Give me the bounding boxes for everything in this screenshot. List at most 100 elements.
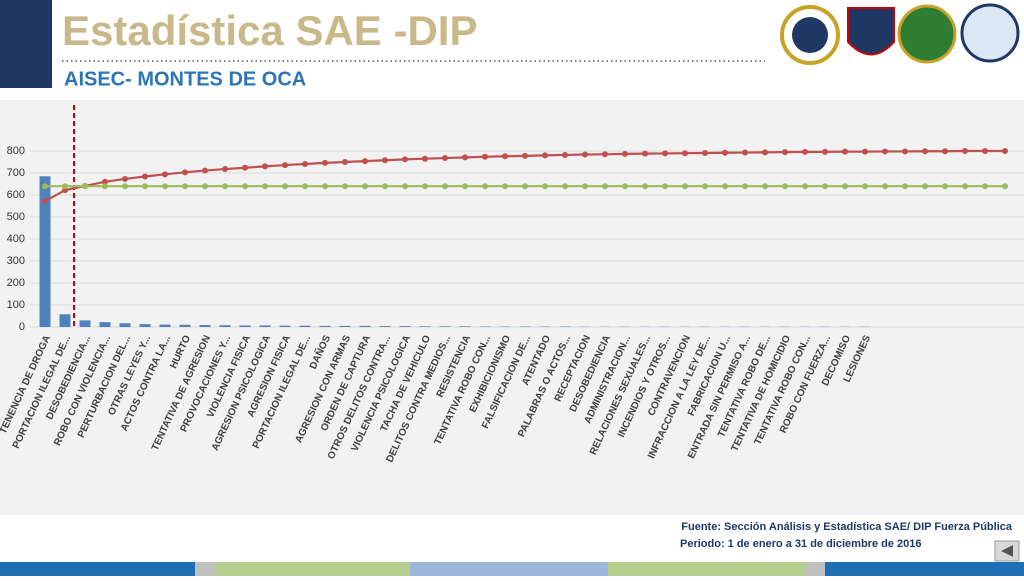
line-point: [442, 183, 448, 189]
line-point: [402, 183, 408, 189]
line-point: [402, 156, 408, 162]
line-point: [422, 183, 428, 189]
bar: [60, 314, 71, 327]
line-point: [122, 176, 128, 182]
y-tick-label: 700: [7, 167, 25, 179]
line-point: [602, 151, 608, 157]
bar: [240, 325, 251, 327]
line-point: [542, 152, 548, 158]
line-point: [42, 198, 48, 204]
line-point: [422, 156, 428, 162]
source-note: Fuente: Sección Análisis y Estadística S…: [681, 521, 1013, 533]
line-point: [682, 183, 688, 189]
bar: [180, 325, 191, 327]
line-point: [802, 149, 808, 155]
line-point: [142, 174, 148, 180]
period-note: Periodo: 1 de enero a 31 de diciembre de…: [680, 538, 922, 550]
bar: [460, 326, 471, 327]
y-tick-label: 0: [19, 321, 25, 333]
y-tick-label: 400: [7, 233, 25, 245]
line-point: [582, 183, 588, 189]
line-point: [322, 183, 328, 189]
line-point: [262, 183, 268, 189]
line-point: [702, 183, 708, 189]
line-point: [182, 183, 188, 189]
line-point: [302, 161, 308, 167]
line-point: [222, 183, 228, 189]
line-point: [982, 183, 988, 189]
line-point: [722, 183, 728, 189]
line-point: [662, 183, 668, 189]
line-point: [522, 183, 528, 189]
strip-segment: [410, 562, 608, 576]
line-point: [582, 152, 588, 158]
line-point: [242, 165, 248, 171]
line-point: [882, 183, 888, 189]
logo: [848, 8, 894, 55]
bar: [400, 326, 411, 327]
line-point: [962, 148, 968, 154]
line-point: [482, 154, 488, 160]
line-point: [202, 168, 208, 174]
bar: [280, 326, 291, 327]
line-point: [842, 149, 848, 155]
line-point: [302, 183, 308, 189]
corner-block: [0, 0, 52, 88]
line-point: [1002, 183, 1008, 189]
line-point: [102, 183, 108, 189]
line-point: [562, 152, 568, 158]
line-point: [242, 183, 248, 189]
strip-segment: [215, 562, 410, 576]
line-point: [442, 155, 448, 161]
line-point: [142, 183, 148, 189]
line-point: [382, 157, 388, 163]
line-point: [922, 183, 928, 189]
logo: [962, 5, 1018, 61]
line-point: [262, 163, 268, 169]
line-point: [562, 183, 568, 189]
strip-segment: [805, 562, 825, 576]
line-point: [182, 169, 188, 175]
bar: [200, 325, 211, 327]
bar: [100, 322, 111, 327]
line-point: [862, 149, 868, 155]
bar: [220, 325, 231, 327]
footer-strip: [0, 562, 1024, 576]
line-point: [822, 149, 828, 155]
line-point: [622, 151, 628, 157]
line-point: [62, 183, 68, 189]
line-point: [862, 183, 868, 189]
back-button[interactable]: [995, 541, 1019, 561]
line-point: [642, 151, 648, 157]
line-point: [382, 183, 388, 189]
line-point: [162, 171, 168, 177]
line-point: [222, 166, 228, 172]
bar: [120, 323, 131, 327]
y-tick-label: 500: [7, 211, 25, 223]
line-point: [782, 183, 788, 189]
strip-segment: [608, 562, 805, 576]
line-point: [502, 183, 508, 189]
bar: [420, 326, 431, 327]
bar: [80, 320, 91, 327]
bar: [340, 326, 351, 327]
line-point: [362, 183, 368, 189]
strip-segment: [0, 562, 195, 576]
line-point: [722, 150, 728, 156]
line-point: [122, 183, 128, 189]
slide-title: Estadística SAE -DIP: [62, 7, 477, 54]
line-point: [982, 148, 988, 154]
line-point: [462, 154, 468, 160]
line-point: [762, 183, 768, 189]
line-point: [522, 153, 528, 159]
line-point: [342, 159, 348, 165]
line-point: [942, 183, 948, 189]
chart-area: [0, 100, 1024, 515]
strip-segment: [195, 562, 215, 576]
bar: [440, 326, 451, 327]
line-point: [362, 158, 368, 164]
y-tick-label: 300: [7, 255, 25, 267]
line-point: [342, 183, 348, 189]
line-point: [502, 153, 508, 159]
